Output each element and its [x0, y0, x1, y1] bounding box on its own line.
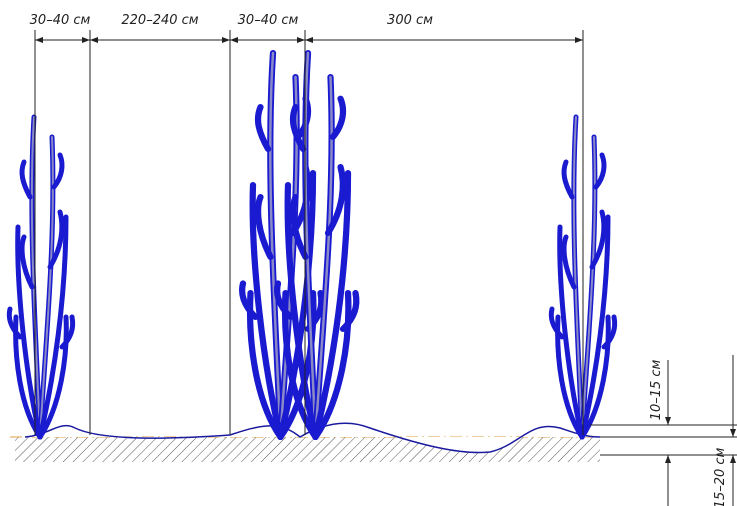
dimension-label: 10–15 см [649, 359, 664, 420]
dimension-label: 30–40 см [30, 13, 91, 28]
dimension-label: 30–40 см [238, 13, 299, 28]
dimension-label: 15–20 см [713, 447, 728, 506]
dimension-label: 300 см [387, 13, 433, 28]
ridge-profile [24, 422, 601, 454]
plant [9, 117, 72, 437]
dimension-lines [34, 30, 584, 435]
plant [277, 53, 356, 437]
side-dimension-lines [590, 355, 737, 506]
dimension-label: 220–240 см [121, 13, 198, 28]
